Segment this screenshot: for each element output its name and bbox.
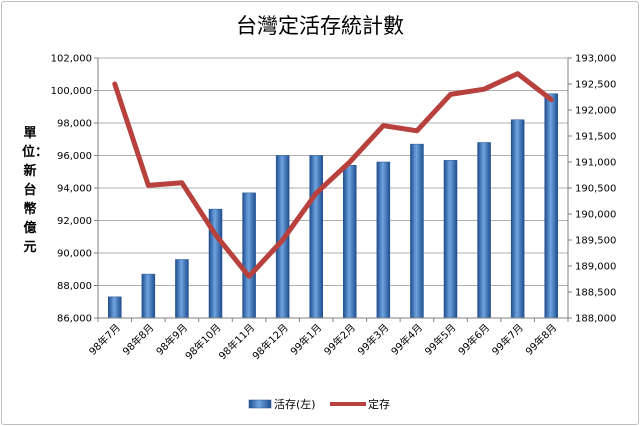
left-tick-label: 92,000 [57, 216, 92, 227]
line-series-path [112, 71, 554, 279]
bar [376, 161, 391, 319]
left-tick-label: 98,000 [57, 119, 92, 130]
x-tick-label: 99年1月 [287, 321, 324, 358]
legend: 活存(左) 定存 [248, 397, 390, 411]
chart-title: 台灣定活存統計數 [236, 14, 404, 38]
x-tick-label: 98年8月 [120, 321, 157, 358]
x-tick-label: 98年10月 [182, 321, 223, 362]
bar [510, 119, 525, 319]
bar [242, 192, 256, 319]
right-tick-label: 192,000 [575, 106, 616, 117]
right-tick-label: 192,500 [575, 80, 616, 91]
x-tick-label: 98年12月 [249, 321, 290, 362]
bar [141, 273, 156, 319]
left-tick-label: 96,000 [57, 151, 92, 162]
axes: 86,000 88,000 90,000 92,000 94,000 96,000 98,0… [51, 54, 617, 363]
left-tick-label: 88,000 [57, 281, 92, 292]
left-tick-label: 90,000 [57, 249, 92, 260]
x-tick-label: 99年7月 [489, 321, 526, 358]
x-tick-label: 99年3月 [355, 321, 392, 358]
right-tick-label: 189,000 [575, 262, 616, 273]
bar-series [108, 93, 558, 319]
bar [443, 160, 458, 319]
right-tick-label: 191,000 [575, 158, 616, 169]
right-tick-label: 190,000 [575, 210, 616, 221]
bar [108, 296, 122, 319]
legend-bar-swatch [248, 399, 272, 409]
bar [175, 259, 189, 319]
left-tick-label: 100,000 [51, 86, 92, 97]
bar [343, 165, 357, 319]
right-tick-label: 189,500 [575, 236, 616, 247]
bar [309, 155, 323, 319]
bar [544, 93, 558, 319]
legend-line-label: 定存 [368, 397, 390, 411]
gridlines [98, 57, 568, 319]
left-tick-label: 94,000 [57, 184, 92, 195]
x-tick-label: 98年11月 [216, 321, 257, 362]
line-series [112, 71, 554, 279]
right-tick-label: 188,500 [575, 288, 616, 299]
x-tick-label: 99年8月 [522, 321, 559, 358]
bar [410, 143, 424, 319]
legend-bar-label: 活存(左) [274, 397, 316, 411]
right-tick-label: 188,000 [575, 314, 616, 325]
x-tick-label: 99年6月 [455, 321, 492, 358]
x-tick-label: 99年5月 [422, 321, 459, 358]
right-tick-label: 191,500 [575, 132, 616, 143]
x-tick-label: 98年7月 [86, 321, 123, 358]
x-tick-label: 98年9月 [153, 321, 190, 358]
x-tick-label: 99年2月 [321, 321, 358, 358]
x-tick-label: 99年4月 [388, 321, 425, 358]
right-tick-label: 193,000 [575, 54, 616, 65]
left-tick-label: 102,000 [51, 54, 92, 65]
left-tick-label: 86,000 [57, 314, 92, 325]
bar [477, 142, 491, 319]
right-tick-label: 190,500 [575, 184, 616, 195]
